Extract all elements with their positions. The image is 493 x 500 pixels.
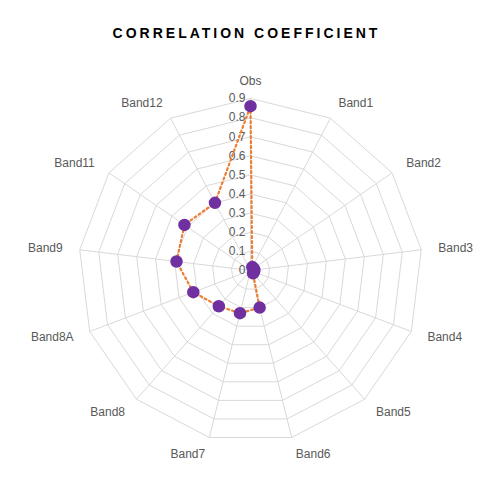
svg-text:0.9: 0.9 <box>229 91 246 105</box>
svg-text:Band1: Band1 <box>338 96 373 110</box>
svg-text:Band8A: Band8A <box>31 330 74 344</box>
svg-text:0.2: 0.2 <box>229 225 246 239</box>
svg-text:0.5: 0.5 <box>229 168 246 182</box>
svg-text:0.3: 0.3 <box>229 206 246 220</box>
svg-text:Band12: Band12 <box>121 96 163 110</box>
svg-text:0.6: 0.6 <box>228 148 246 163</box>
svg-text:0.4: 0.4 <box>229 187 246 201</box>
svg-text:0: 0 <box>239 263 246 277</box>
svg-text:Band9: Band9 <box>28 241 63 255</box>
svg-text:0.8: 0.8 <box>229 110 246 124</box>
svg-text:Band5: Band5 <box>376 405 411 419</box>
svg-text:0.1: 0.1 <box>229 244 246 258</box>
svg-text:Obs: Obs <box>239 74 261 88</box>
svg-text:Band8: Band8 <box>90 405 125 419</box>
svg-text:Band3: Band3 <box>438 241 473 255</box>
svg-text:Band4: Band4 <box>427 330 462 344</box>
html-text:CORRELATION COEFFICIENT: CORRELATION COEFFICIENT <box>112 25 381 41</box>
svg-text:Band11: Band11 <box>54 156 95 170</box>
svg-text:0.7: 0.7 <box>228 129 246 144</box>
svg-text:Band6: Band6 <box>296 447 331 461</box>
svg-text:Band2: Band2 <box>406 156 441 170</box>
svg-text:Band7: Band7 <box>171 447 206 461</box>
